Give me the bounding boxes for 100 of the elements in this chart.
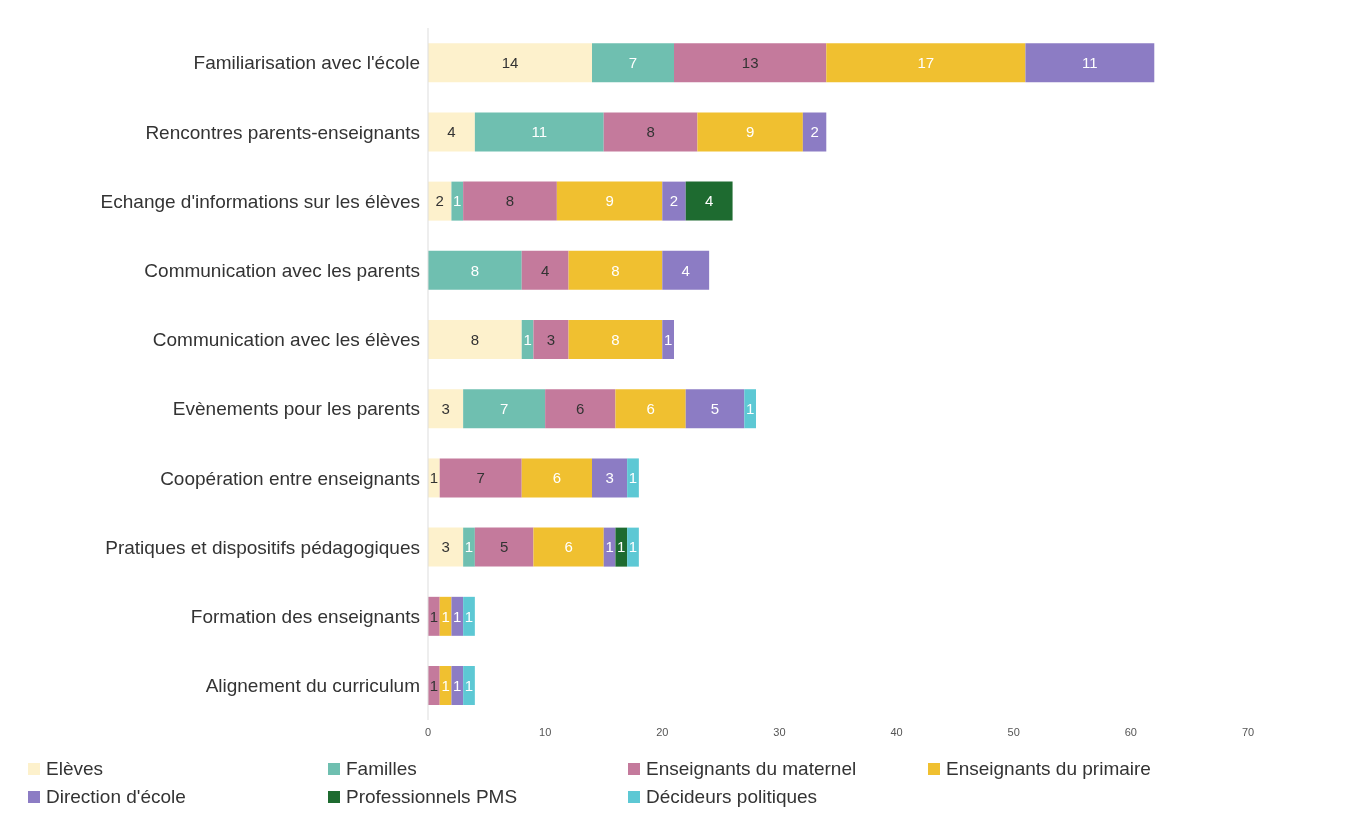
data-label: 1 [617,538,626,556]
y-tick-label: Pratiques et dispositifs pédagogiques [105,536,420,558]
data-label: 1 [628,538,638,556]
legend-label: Enseignants du maternel [646,758,857,780]
bar [428,389,464,429]
data-label: 1 [453,192,462,210]
data-label: 1 [464,676,474,694]
bar [615,389,686,429]
data-label: 1 [429,469,439,487]
y-tick-label: Alignement du curriculum [205,675,420,697]
bar [439,458,522,498]
bar [592,43,674,83]
legend-label: Direction d'école [46,786,186,808]
bar [521,458,592,498]
bar [556,181,663,221]
y-tick-label: Coopération entre enseignants [160,467,420,489]
bar [802,112,827,152]
bar [451,181,464,221]
legend-label: Enseignants du primaire [946,758,1151,780]
legend-label: Elèves [46,758,104,780]
x-tick-label: 70 [1241,725,1255,738]
bar [451,596,464,636]
y-tick-label: Familiarisation avec l'école [193,52,420,74]
bar [685,181,733,221]
bar [463,389,546,429]
x-tick-label: 30 [773,725,786,738]
bar [685,389,745,429]
data-label: 7 [628,54,638,72]
bar [615,527,628,567]
data-label: 4 [447,123,456,141]
y-tick-label: Rencontres parents-enseignants [145,121,420,143]
data-label: 1 [628,469,638,487]
bar [533,527,604,567]
y-tick-label: Communication avec les élèves [152,329,420,351]
bar [463,527,475,567]
y-tick-label: Echange d'informations sur les élèves [100,190,420,212]
data-label: 2 [810,123,819,141]
data-label: 1 [441,676,450,694]
data-label: 4 [681,261,690,279]
data-label: 6 [552,469,562,487]
data-label: 14 [501,54,519,72]
bar [428,250,522,290]
bar [568,250,663,290]
data-label: 8 [646,123,655,141]
data-label: 1 [453,607,462,625]
data-label: 4 [540,261,550,279]
data-label: 7 [499,400,509,418]
data-label: 1 [663,330,673,348]
bar [627,527,639,567]
data-label: 1 [605,538,614,556]
bar [826,43,1026,83]
bar [533,320,569,360]
bar [451,666,464,706]
data-label: 1 [429,676,439,694]
bar [428,112,475,152]
x-tick-label: 50 [1007,725,1020,738]
data-label: 1 [464,607,474,625]
x-tick-label: 60 [1124,725,1137,738]
bar [592,458,628,498]
data-label: 8 [470,261,480,279]
data-label: 1 [429,607,439,625]
bar [603,112,698,152]
data-label: 9 [605,192,614,210]
data-label: 3 [441,400,450,418]
bar [1025,43,1155,83]
data-label: 3 [605,469,614,487]
x-tick-label: 20 [656,725,669,738]
bar [474,112,604,152]
data-label: 3 [441,538,450,556]
data-label: 9 [745,123,755,141]
bar [545,389,616,429]
bar [662,320,674,360]
bar [662,250,710,290]
data-label: 8 [611,330,620,348]
data-label: 1 [523,330,532,348]
data-label: 1 [745,400,755,418]
data-label: 1 [441,607,450,625]
data-label: 5 [710,400,720,418]
bar [463,596,475,636]
x-tick-label: 40 [890,725,903,738]
bar [744,389,756,429]
bar [568,320,663,360]
data-label: 6 [564,538,573,556]
data-label: 8 [470,330,480,348]
data-label: 1 [453,676,462,694]
bar [662,181,686,221]
legend-label: Décideurs politiques [646,786,818,808]
legend-label: Professionnels PMS [346,786,518,808]
y-tick-label: Communication avec les parents [144,259,420,281]
data-label: 11 [1082,54,1098,72]
bar [463,181,557,221]
data-label: 3 [546,330,556,348]
y-tick-label: Evènements pour les parents [172,398,420,420]
y-tick-label: Formation des enseignants [190,605,420,627]
x-tick-label: 10 [539,725,552,738]
legend-label: Familles [346,758,417,780]
data-label: 2 [669,192,679,210]
data-label: 6 [646,400,655,418]
data-label: 2 [435,192,444,210]
data-label: 1 [464,538,474,556]
